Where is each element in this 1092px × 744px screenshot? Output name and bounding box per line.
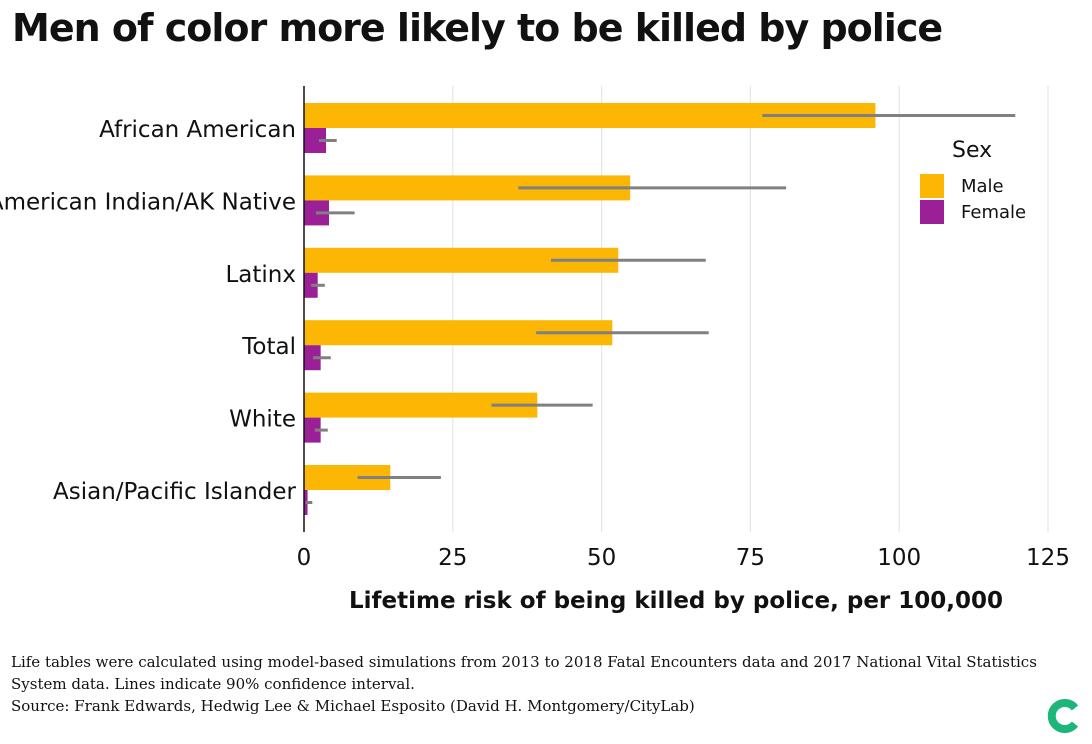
legend-label-female: Female [961,201,1027,223]
x-tick-label: 75 [736,545,765,571]
bar-female [304,128,327,153]
chart-title: Men of color more likely to be killed by… [12,6,943,50]
bar-female [304,490,308,515]
footer-note: Life tables were calculated using model-… [11,653,1037,693]
category-label: Total [241,334,296,360]
legend-title: Sex [952,138,993,163]
x-tick-label: 50 [587,545,616,571]
x-axis-label: Lifetime risk of being killed by police,… [348,588,1004,614]
category-label: Latinx [225,262,296,288]
confidence-intervals [305,114,1016,504]
bar-female [304,417,321,443]
axes: 0 25 50 75 100 125 African American American In… [0,86,1070,571]
legend-swatch-male [920,174,944,198]
legend-item-female: Female [920,199,1026,225]
citylab-logo-icon [1047,699,1079,733]
legend-label-male: Male [961,175,1004,197]
bar-female [304,272,318,298]
legend-swatch-female [920,200,944,224]
category-label: African American [99,117,296,143]
footer-source: Source: Frank Edwards, Hedwig Lee & Mich… [11,697,695,715]
legend-item-male: Male [920,173,1026,199]
bars [304,103,876,515]
x-tick-label: 25 [438,545,467,571]
bar-female [304,345,321,371]
legend: Sex Male Female [920,138,1026,225]
x-tick-label: 125 [1026,545,1070,571]
category-label: White [229,407,296,433]
footer: Life tables were calculated using model-… [11,651,1041,717]
grid-lines [452,86,1049,532]
x-tick-label: 100 [877,545,921,571]
x-tick-label: 0 [297,545,312,571]
category-label: Asian/Pacific Islander [53,479,297,505]
category-label: American Indian/AK Native [0,189,296,215]
